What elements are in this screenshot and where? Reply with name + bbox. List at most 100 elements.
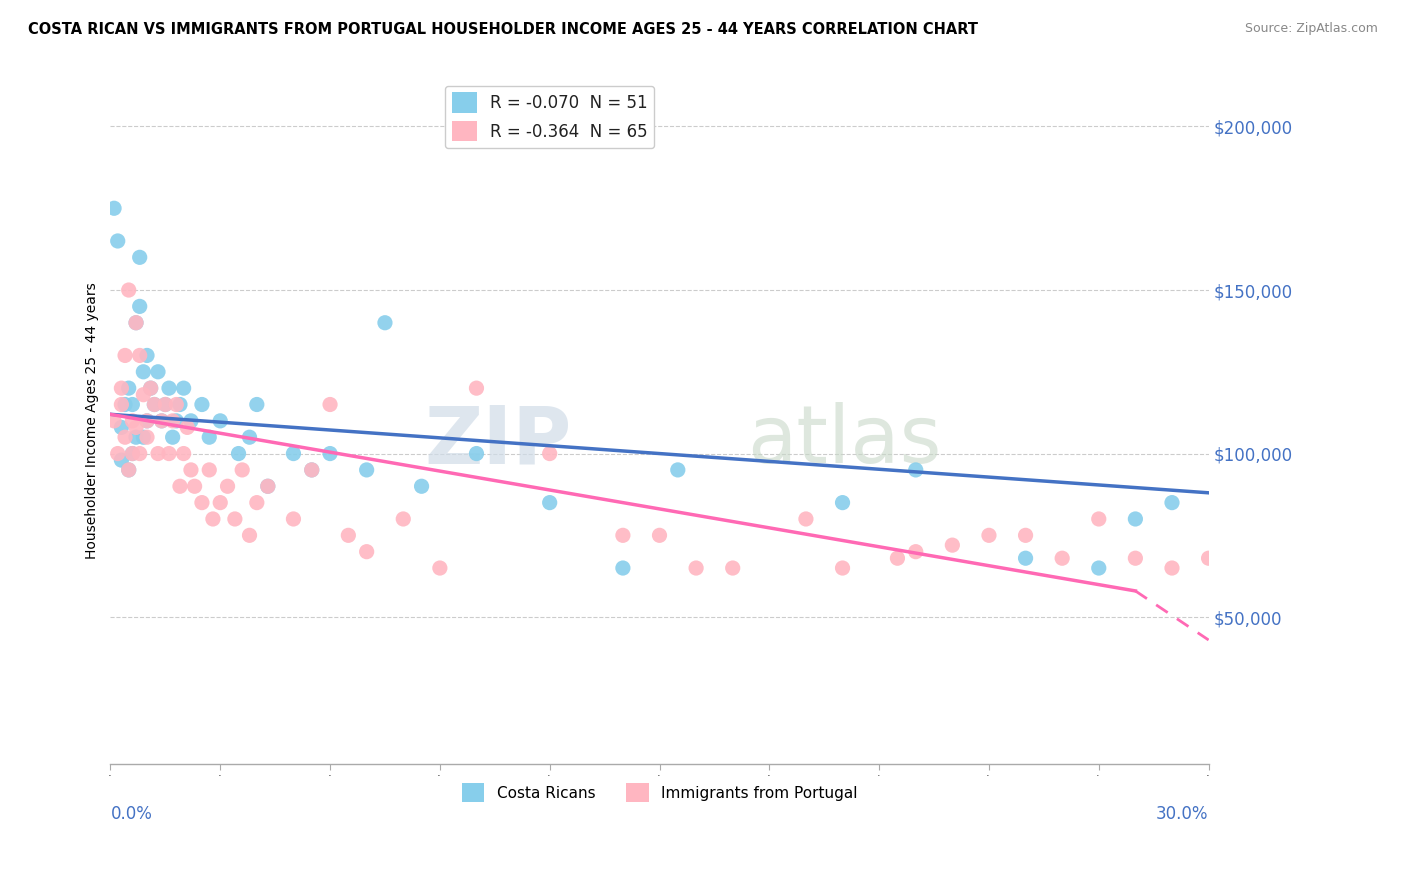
Point bbox=[132, 365, 155, 379]
Point bbox=[319, 446, 342, 460]
Point bbox=[118, 463, 141, 477]
Point bbox=[721, 561, 744, 575]
Point bbox=[198, 463, 221, 477]
Point bbox=[231, 463, 253, 477]
Point bbox=[118, 381, 141, 395]
Point bbox=[146, 446, 169, 460]
Point bbox=[301, 463, 323, 477]
Point bbox=[301, 463, 323, 477]
Point bbox=[685, 561, 707, 575]
Point bbox=[125, 316, 148, 330]
Point bbox=[356, 544, 378, 558]
Text: Source: ZipAtlas.com: Source: ZipAtlas.com bbox=[1244, 22, 1378, 36]
Point bbox=[180, 463, 202, 477]
Point bbox=[132, 430, 155, 444]
Point bbox=[1087, 561, 1109, 575]
Point bbox=[238, 430, 260, 444]
Point bbox=[150, 414, 173, 428]
Point bbox=[666, 463, 689, 477]
Point bbox=[831, 495, 853, 509]
Point bbox=[107, 234, 129, 248]
Point bbox=[136, 430, 159, 444]
Point bbox=[165, 414, 187, 428]
Point bbox=[183, 479, 205, 493]
Text: 0.0%: 0.0% bbox=[111, 805, 152, 823]
Point bbox=[904, 544, 927, 558]
Point bbox=[136, 348, 159, 362]
Point bbox=[238, 528, 260, 542]
Point bbox=[114, 397, 136, 411]
Point bbox=[1050, 551, 1073, 566]
Point bbox=[118, 283, 141, 297]
Point bbox=[648, 528, 671, 542]
Point bbox=[191, 397, 214, 411]
Point bbox=[1125, 551, 1147, 566]
Point bbox=[157, 446, 180, 460]
Point bbox=[165, 397, 187, 411]
Point bbox=[136, 414, 159, 428]
Point bbox=[155, 397, 177, 411]
Point bbox=[155, 397, 177, 411]
Point bbox=[121, 446, 143, 460]
Point bbox=[150, 414, 173, 428]
Point bbox=[886, 551, 908, 566]
Point bbox=[977, 528, 1000, 542]
Point bbox=[356, 463, 378, 477]
Point bbox=[831, 561, 853, 575]
Point bbox=[139, 381, 162, 395]
Point bbox=[180, 414, 202, 428]
Point bbox=[1087, 512, 1109, 526]
Text: atlas: atlas bbox=[748, 402, 942, 481]
Point bbox=[1161, 495, 1184, 509]
Point bbox=[201, 512, 224, 526]
Point bbox=[103, 201, 125, 215]
Point bbox=[612, 561, 634, 575]
Point bbox=[114, 348, 136, 362]
Point bbox=[411, 479, 433, 493]
Point bbox=[283, 446, 305, 460]
Point bbox=[139, 381, 162, 395]
Point bbox=[465, 381, 488, 395]
Point bbox=[143, 397, 166, 411]
Point bbox=[256, 479, 278, 493]
Point bbox=[143, 397, 166, 411]
Point bbox=[319, 397, 342, 411]
Point bbox=[612, 528, 634, 542]
Point bbox=[146, 365, 169, 379]
Point bbox=[429, 561, 451, 575]
Point bbox=[162, 430, 184, 444]
Point bbox=[128, 299, 150, 313]
Point bbox=[121, 446, 143, 460]
Y-axis label: Householder Income Ages 25 - 44 years: Householder Income Ages 25 - 44 years bbox=[86, 283, 100, 559]
Point bbox=[941, 538, 963, 552]
Point bbox=[107, 446, 129, 460]
Point bbox=[256, 479, 278, 493]
Point bbox=[103, 414, 125, 428]
Point bbox=[169, 479, 191, 493]
Point bbox=[217, 479, 239, 493]
Point bbox=[173, 381, 195, 395]
Point bbox=[110, 381, 132, 395]
Point bbox=[246, 495, 269, 509]
Point bbox=[1125, 512, 1147, 526]
Point bbox=[110, 397, 132, 411]
Point bbox=[110, 420, 132, 434]
Point bbox=[128, 446, 150, 460]
Point bbox=[246, 397, 269, 411]
Point bbox=[128, 348, 150, 362]
Point bbox=[283, 512, 305, 526]
Point bbox=[125, 316, 148, 330]
Point bbox=[209, 414, 232, 428]
Point bbox=[224, 512, 246, 526]
Point bbox=[1014, 528, 1036, 542]
Point bbox=[121, 414, 143, 428]
Text: 30.0%: 30.0% bbox=[1156, 805, 1209, 823]
Point bbox=[794, 512, 817, 526]
Point bbox=[121, 397, 143, 411]
Point bbox=[125, 430, 148, 444]
Point bbox=[191, 495, 214, 509]
Point bbox=[538, 446, 561, 460]
Text: COSTA RICAN VS IMMIGRANTS FROM PORTUGAL HOUSEHOLDER INCOME AGES 25 - 44 YEARS CO: COSTA RICAN VS IMMIGRANTS FROM PORTUGAL … bbox=[28, 22, 979, 37]
Point bbox=[136, 414, 159, 428]
Point bbox=[169, 397, 191, 411]
